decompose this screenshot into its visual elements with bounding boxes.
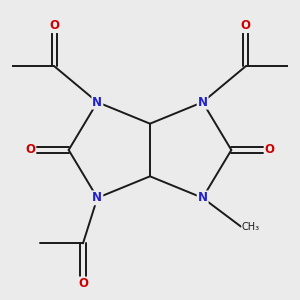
Text: O: O (78, 278, 88, 290)
Text: O: O (265, 143, 275, 157)
Text: N: N (198, 191, 208, 204)
Text: N: N (92, 191, 102, 204)
Text: N: N (198, 96, 208, 109)
Text: O: O (49, 19, 59, 32)
Text: O: O (26, 143, 35, 157)
Text: O: O (241, 19, 251, 32)
Text: CH₃: CH₃ (242, 223, 260, 232)
Text: N: N (92, 96, 102, 109)
